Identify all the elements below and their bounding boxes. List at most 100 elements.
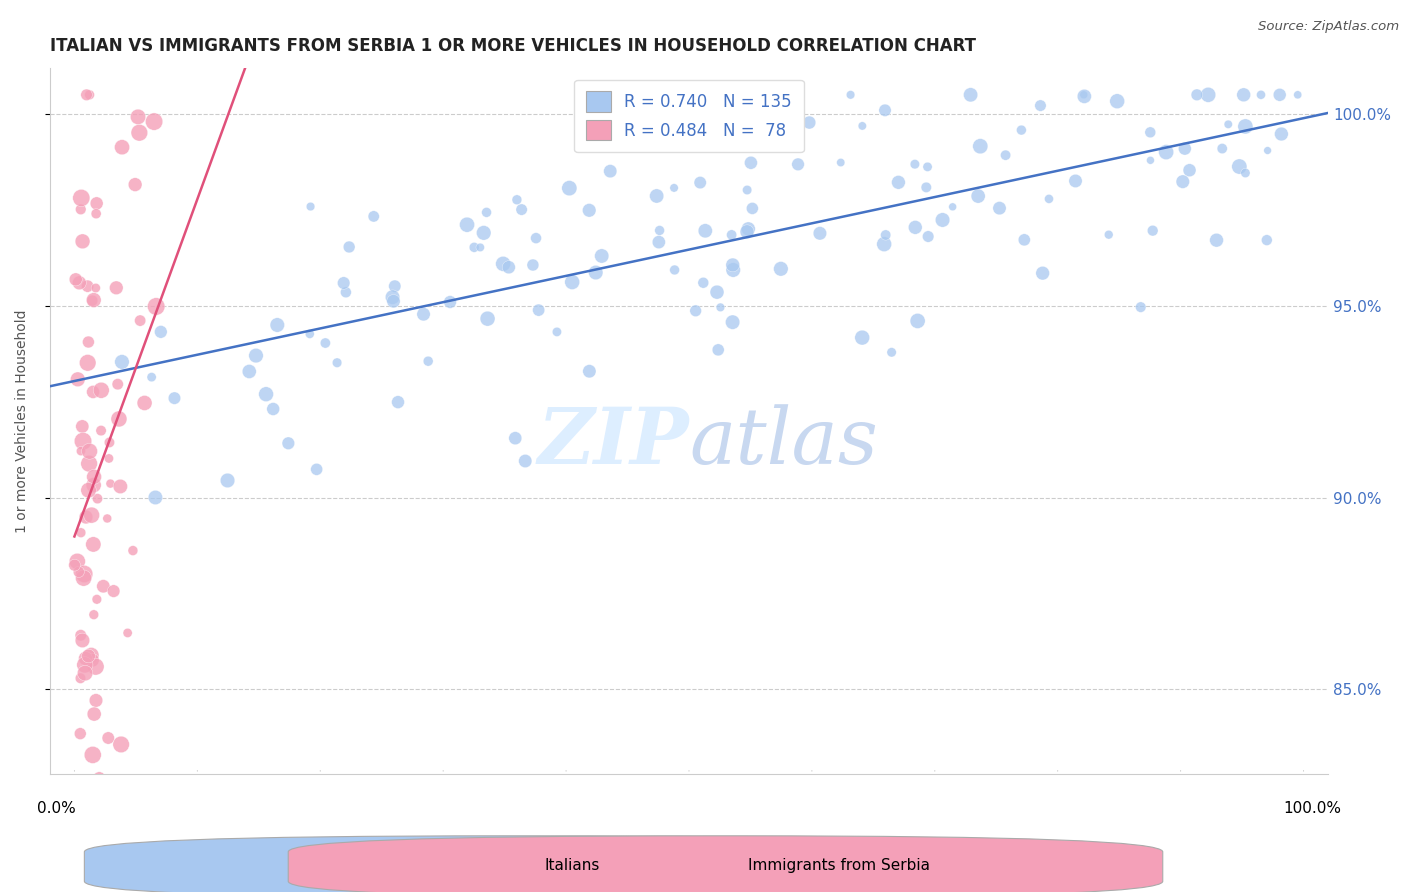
Point — [266, 318, 288, 332]
Point — [851, 330, 873, 344]
Point — [1205, 233, 1227, 247]
Point — [648, 223, 671, 237]
Text: 100.0%: 100.0% — [1282, 801, 1341, 815]
Point — [1129, 300, 1152, 314]
Point — [67, 565, 90, 579]
Point — [1257, 144, 1279, 158]
Point — [931, 213, 953, 227]
Point — [122, 543, 145, 558]
Point — [145, 491, 167, 505]
Point — [86, 592, 108, 607]
Point — [799, 115, 821, 129]
Point — [75, 666, 97, 681]
Point — [472, 226, 495, 240]
Point — [103, 584, 125, 599]
Point — [84, 281, 107, 295]
Point — [585, 266, 607, 280]
Point — [134, 396, 156, 410]
Point — [1107, 94, 1129, 108]
Point — [96, 511, 118, 525]
Point — [238, 364, 260, 378]
Point — [83, 707, 105, 722]
Point — [1185, 87, 1208, 102]
Y-axis label: 1 or more Vehicles in Household: 1 or more Vehicles in Household — [15, 310, 30, 533]
Point — [808, 227, 831, 241]
Point — [1233, 87, 1256, 102]
Point — [63, 558, 86, 573]
Point — [93, 797, 115, 811]
Point — [456, 218, 478, 232]
Point — [904, 220, 927, 235]
Point — [82, 747, 104, 762]
Point — [721, 315, 744, 329]
Point — [1171, 175, 1194, 189]
Point — [69, 671, 91, 685]
Point — [1073, 87, 1095, 102]
Point — [66, 372, 89, 386]
Point — [1256, 233, 1278, 247]
Point — [163, 391, 186, 405]
Point — [84, 207, 107, 221]
Point — [143, 114, 166, 128]
Point — [1174, 142, 1197, 156]
Point — [86, 491, 108, 506]
Point — [418, 354, 440, 368]
Point — [967, 189, 990, 203]
Point — [1029, 98, 1052, 112]
Text: ZIP: ZIP — [537, 404, 689, 480]
Point — [69, 726, 91, 740]
Point — [830, 155, 852, 169]
Point — [463, 240, 485, 254]
Point — [522, 258, 544, 272]
Point — [1038, 192, 1060, 206]
Point — [107, 377, 129, 392]
Point — [90, 424, 112, 438]
Point — [65, 272, 87, 286]
Point — [75, 510, 97, 524]
Point — [79, 444, 101, 458]
Point — [97, 731, 120, 745]
Point — [335, 285, 357, 300]
Point — [91, 579, 114, 593]
Point — [685, 303, 707, 318]
Point — [72, 235, 94, 249]
Point — [70, 525, 93, 540]
Point — [887, 175, 910, 189]
Point — [79, 87, 101, 102]
Point — [720, 227, 742, 242]
Point — [67, 276, 90, 290]
Point — [917, 229, 939, 244]
Point — [506, 193, 529, 207]
Point — [880, 345, 903, 359]
Point — [77, 648, 100, 663]
Text: Immigrants from Serbia: Immigrants from Serbia — [748, 858, 929, 872]
Point — [76, 87, 98, 102]
Point — [1139, 125, 1161, 139]
Point — [82, 293, 104, 308]
Point — [692, 276, 714, 290]
Point — [787, 157, 810, 171]
Point — [277, 436, 299, 450]
Point — [735, 183, 758, 197]
Point — [82, 537, 104, 551]
Point — [721, 258, 744, 272]
Point — [546, 325, 568, 339]
Point — [873, 237, 896, 252]
Point — [100, 476, 122, 491]
Point — [77, 334, 100, 349]
Point — [75, 651, 97, 665]
Point — [80, 648, 103, 663]
Point — [492, 257, 515, 271]
Point — [70, 444, 93, 458]
FancyBboxPatch shape — [288, 836, 1163, 892]
Point — [1286, 87, 1309, 102]
Point — [69, 202, 91, 217]
Point — [83, 607, 105, 622]
Point — [737, 222, 759, 236]
Point — [1139, 153, 1161, 168]
Point — [110, 479, 132, 493]
Text: ITALIAN VS IMMIGRANTS FROM SERBIA 1 OR MORE VEHICLES IN HOUSEHOLD CORRELATION CH: ITALIAN VS IMMIGRANTS FROM SERBIA 1 OR M… — [49, 37, 976, 55]
Point — [83, 293, 105, 307]
Point — [337, 240, 360, 254]
Point — [662, 181, 685, 195]
